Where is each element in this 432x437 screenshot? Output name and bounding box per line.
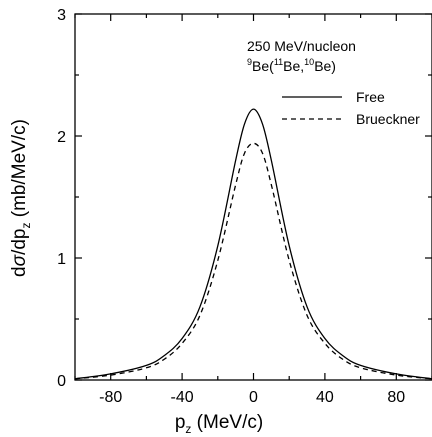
y-tick-label: 3 xyxy=(57,7,66,24)
x-tick-label: -40 xyxy=(171,389,194,406)
legend: Free Brueckner xyxy=(282,89,420,127)
x-tick-label: 0 xyxy=(249,389,258,406)
series-line-brueckner xyxy=(74,142,432,380)
x-tick-label: 80 xyxy=(387,389,405,406)
y-tick-label: 1 xyxy=(57,251,66,268)
curves xyxy=(74,108,432,380)
annotation-reaction: 9Be(11Be,10Be) xyxy=(247,57,336,74)
series-line-free xyxy=(74,108,432,380)
legend-label-brueckner: Brueckner xyxy=(356,111,420,127)
annotation-energy: 250 MeV/nucleon xyxy=(247,38,356,54)
y-tick-label: 2 xyxy=(57,129,66,146)
x-tick-label: 40 xyxy=(316,389,334,406)
y-tick-label: 0 xyxy=(57,373,66,390)
axis-ticks: -80 -40 0 40 80 0 1 2 3 xyxy=(57,7,432,406)
y-axis-title: dσ/dpz (mb/MeV/c) xyxy=(9,119,33,277)
legend-label-free: Free xyxy=(356,89,385,105)
x-axis-title: pz (MeV/c) xyxy=(175,412,263,436)
x-tick-label: -80 xyxy=(99,389,122,406)
